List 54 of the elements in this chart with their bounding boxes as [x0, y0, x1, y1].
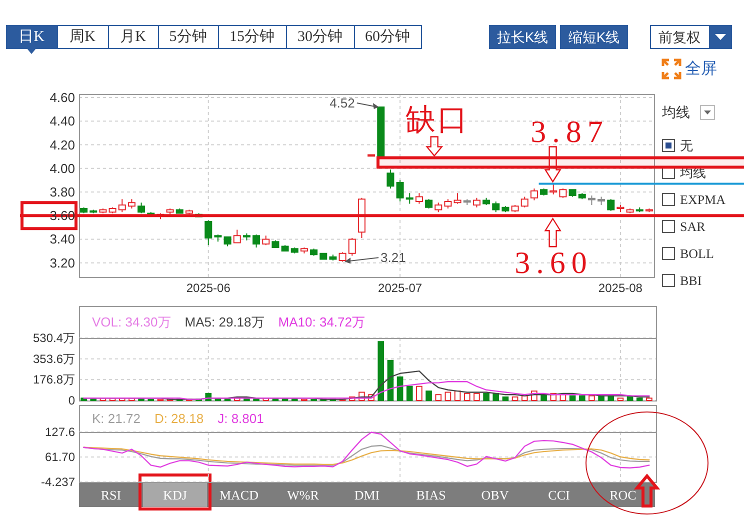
y-tick-label: 4.00 — [50, 160, 75, 176]
y-tick-label: 127.6 — [44, 425, 76, 439]
text: EXPMA — [680, 192, 726, 207]
x-tick-label: 2025-07 — [378, 281, 422, 295]
text: 60分钟 — [365, 28, 410, 45]
text: J: 8.801 — [218, 411, 264, 426]
text: SAR — [680, 219, 706, 234]
text: 30分钟 — [298, 28, 342, 45]
y-tick-label: -4.237 — [40, 475, 76, 489]
y-tick-label: 3.40 — [50, 232, 75, 247]
text: MACD — [219, 488, 259, 502]
y-tick-label: 176.8万 — [32, 372, 75, 387]
text: 前复权 — [658, 29, 700, 45]
text: VOL: 34.30万 — [92, 314, 171, 330]
text: 15分钟 — [230, 28, 274, 45]
legend-label: 3.60 — [514, 245, 593, 280]
text: DMI — [354, 488, 380, 502]
x-tick-label: 2025-08 — [598, 281, 643, 295]
text: 缩短K线 — [568, 29, 620, 45]
annotation: 4.52 — [330, 95, 355, 110]
text: BBI — [680, 273, 702, 288]
ref-line-label: 3.87 — [530, 114, 609, 150]
text: CCI — [548, 488, 570, 502]
text: KDJ — [163, 488, 187, 502]
text: 拉长K线 — [496, 29, 548, 45]
text: MA5: 29.18万 — [184, 314, 264, 330]
y-tick-label: 3.80 — [50, 184, 75, 200]
text: 日K — [18, 29, 45, 45]
text: 月K — [120, 29, 146, 45]
text: 均线 — [661, 104, 690, 120]
x-tick-label: 2025-06 — [186, 281, 231, 295]
text: 5分钟 — [169, 28, 207, 45]
series-label: K: 21.72 — [92, 411, 140, 426]
text: W%R — [287, 488, 320, 502]
band-label: 缺口 — [405, 103, 470, 136]
y-tick-label: 353.6万 — [32, 352, 75, 366]
y-tick-label: 3.20 — [50, 255, 75, 270]
text: ROC — [610, 488, 636, 502]
y-tick-label: 61.70 — [44, 450, 76, 464]
text: MA10: 34.72万 — [278, 314, 365, 330]
text: OBV — [481, 488, 510, 502]
text: 周K — [70, 29, 96, 45]
text: RSI — [100, 488, 122, 502]
annotation: 3.21 — [380, 250, 406, 266]
text: 无 — [680, 138, 693, 153]
text: D: 28.18 — [154, 411, 204, 426]
y-tick-label: 530.4万 — [32, 331, 75, 345]
y-tick-label: 4.20 — [50, 137, 75, 152]
text: 全屏 — [685, 60, 717, 78]
text: BOLL — [680, 246, 714, 261]
y-tick-label: 4.60 — [50, 90, 75, 106]
text: BIAS — [416, 488, 446, 502]
y-tick-label: 4.40 — [50, 114, 75, 129]
y-tick-label: 0 — [68, 394, 76, 408]
